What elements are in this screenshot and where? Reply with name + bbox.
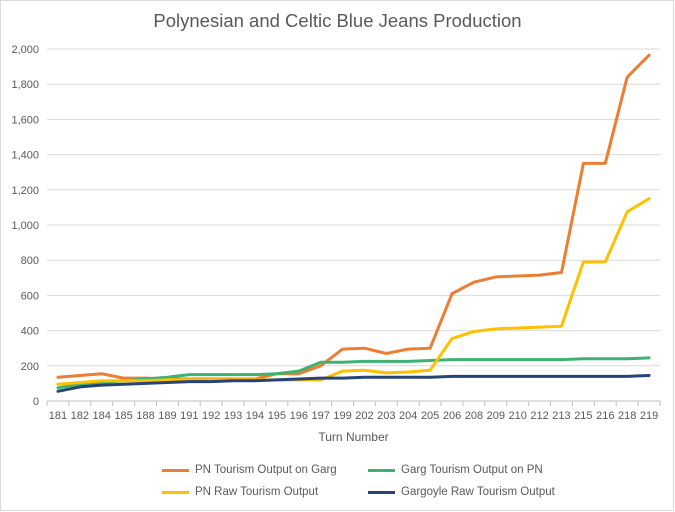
legend-item: Garg Tourism Output on PN <box>368 464 543 476</box>
x-tick-label: 218 <box>618 410 636 422</box>
legend-item: PN Tourism Output on Garg <box>162 464 337 476</box>
y-tick-label: 200 <box>21 361 39 373</box>
y-tick-label: 1,400 <box>11 150 39 162</box>
x-tick-label: 182 <box>71 410 89 422</box>
x-tick-label: 203 <box>377 410 395 422</box>
x-tick-label: 185 <box>114 410 132 422</box>
x-tick-label: 193 <box>224 410 242 422</box>
legend-swatch <box>162 468 189 472</box>
x-tick-label: 210 <box>509 410 527 422</box>
y-tick-label: 2,000 <box>11 44 39 56</box>
series-line-gargoyle-raw-tourism-output <box>56 373 651 393</box>
legend-item: Gargoyle Raw Tourism Output <box>368 486 555 498</box>
x-tick-label: 191 <box>180 410 198 422</box>
x-tick-label: 209 <box>487 410 505 422</box>
legend-label: PN Tourism Output on Garg <box>195 464 337 476</box>
x-tick-label: 188 <box>136 410 154 422</box>
x-tick-label: 206 <box>443 410 461 422</box>
x-tick-label: 189 <box>158 410 176 422</box>
x-tick-label: 197 <box>311 410 329 422</box>
x-tick-label: 192 <box>202 410 220 422</box>
x-tick-label: 213 <box>552 410 570 422</box>
y-tick-label: 400 <box>21 326 39 338</box>
legend-swatch <box>368 468 395 472</box>
x-tick-label: 219 <box>640 410 658 422</box>
legend-label: PN Raw Tourism Output <box>195 486 319 498</box>
x-tick-label: 216 <box>596 410 614 422</box>
x-tick-label: 194 <box>246 410 264 422</box>
legend-label: Gargoyle Raw Tourism Output <box>401 486 555 498</box>
y-tick-label: 0 <box>33 396 39 408</box>
y-tick-label: 1,600 <box>11 114 39 126</box>
x-tick-label: 202 <box>355 410 373 422</box>
x-tick-label: 181 <box>49 410 67 422</box>
y-tick-label: 1,000 <box>11 220 39 232</box>
legend-label: Garg Tourism Output on PN <box>401 464 543 476</box>
y-tick-label: 600 <box>21 290 39 302</box>
chart-title: Polynesian and Celtic Blue Jeans Product… <box>153 10 522 31</box>
y-tick-label: 1,200 <box>11 185 39 197</box>
x-tick-label: 199 <box>333 410 351 422</box>
series-line-pn-raw-tourism-output <box>56 197 651 386</box>
x-tick-label: 208 <box>465 410 483 422</box>
x-tick-label: 195 <box>268 410 286 422</box>
x-tick-label: 204 <box>399 410 417 422</box>
legend-swatch <box>162 490 189 494</box>
y-tick-label: 1,800 <box>11 79 39 91</box>
legend-item: PN Raw Tourism Output <box>162 486 318 498</box>
legend-swatch <box>368 490 395 494</box>
x-tick-label: 215 <box>574 410 592 422</box>
x-axis-title: Turn Number <box>318 430 388 444</box>
y-tick-label: 800 <box>21 255 39 267</box>
x-tick-label: 205 <box>421 410 439 422</box>
x-tick-label: 212 <box>530 410 548 422</box>
x-tick-label: 184 <box>93 410 111 422</box>
series-line-garg-tourism-output-on-pn <box>56 356 651 390</box>
x-tick-label: 196 <box>290 410 308 422</box>
